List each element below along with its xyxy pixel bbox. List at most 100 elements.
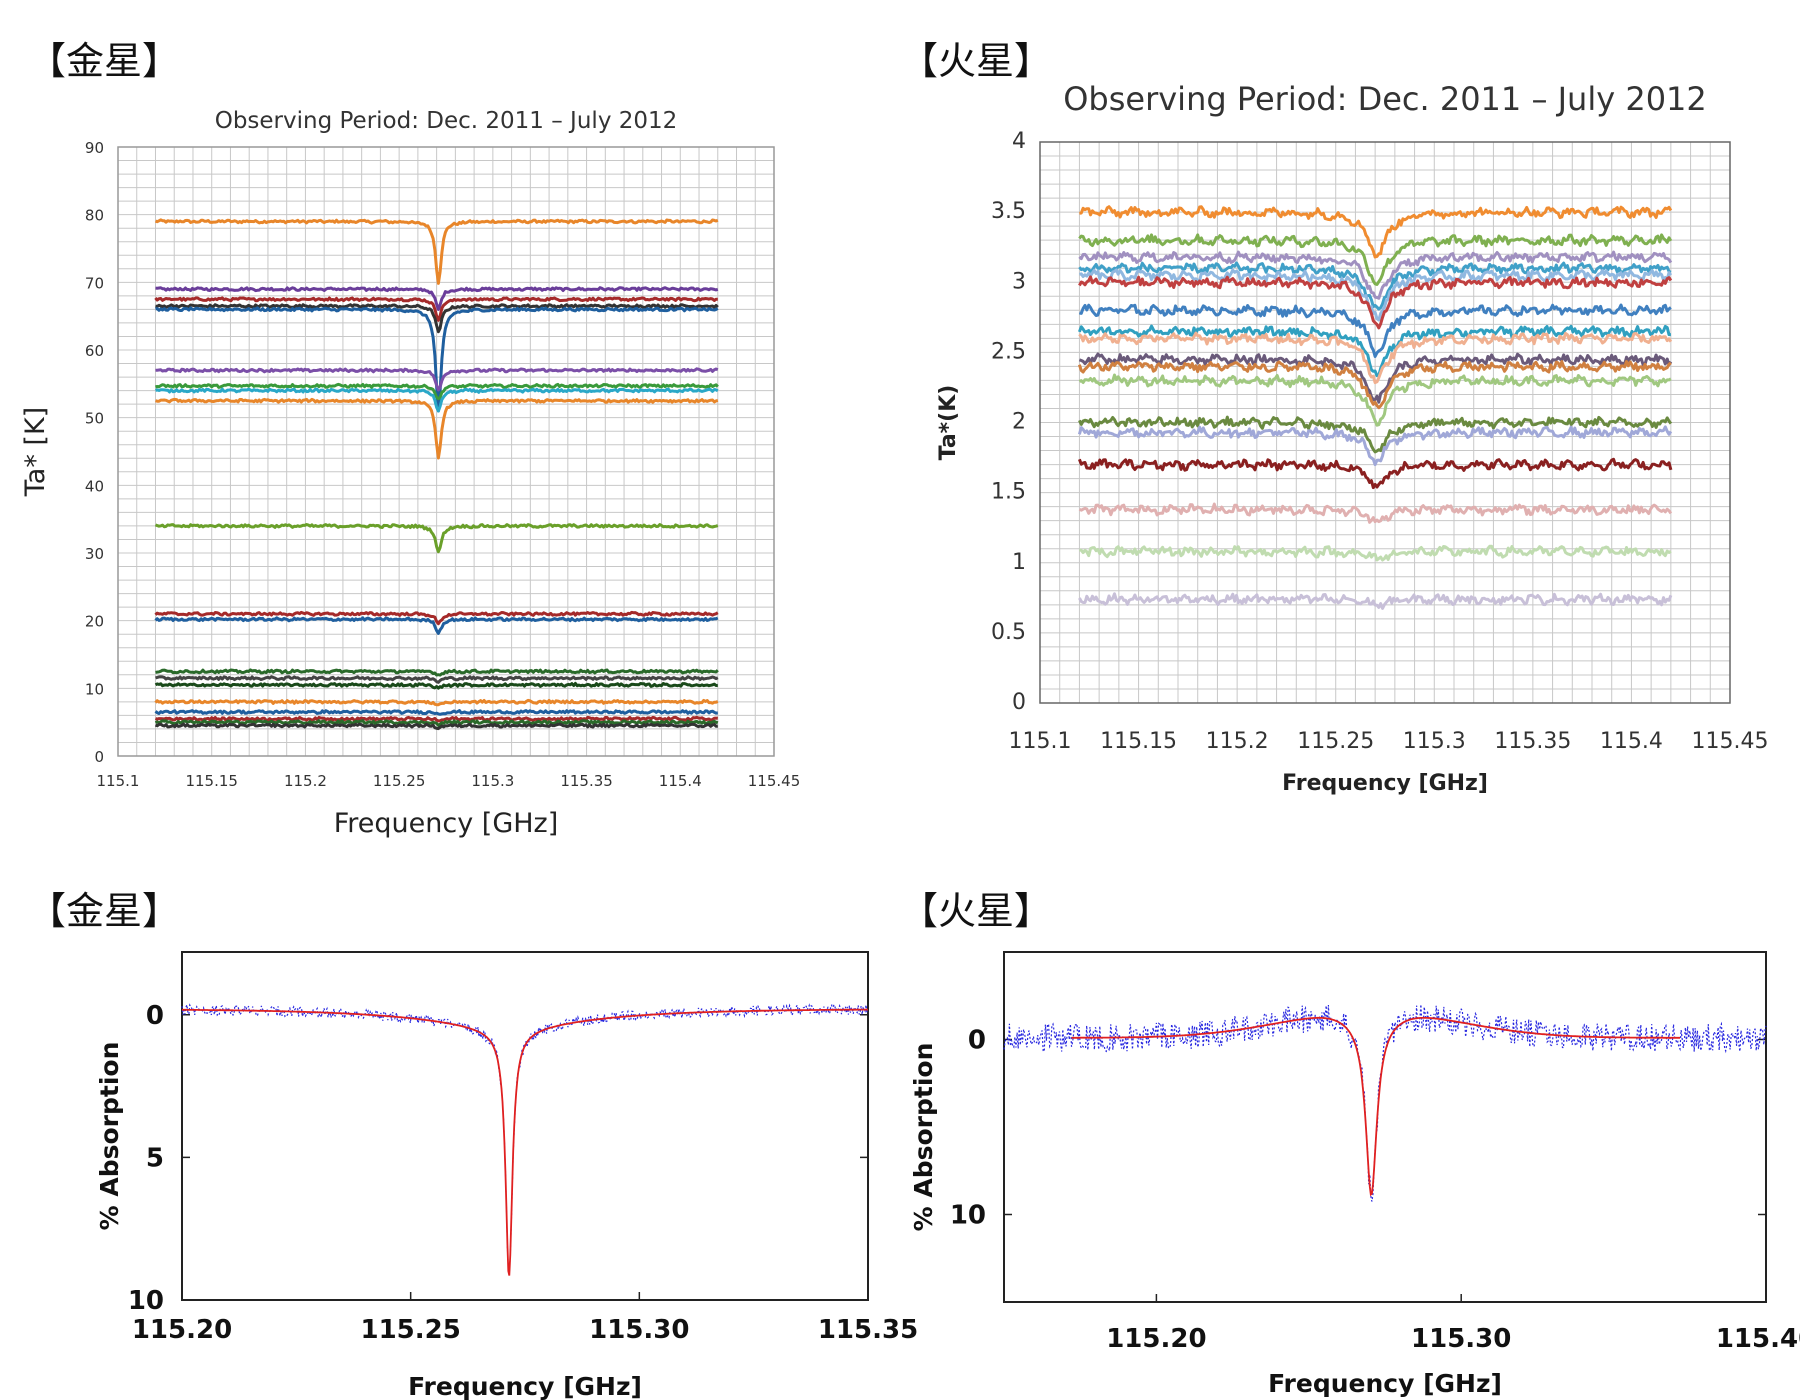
series-line — [154, 523, 719, 554]
y-tick-label: 3 — [1012, 269, 1026, 294]
panel-label-venus-top: 【金星】 — [28, 39, 181, 83]
x-tick-label: 115.35 — [818, 1315, 918, 1345]
y-tick-label: 1.5 — [991, 480, 1026, 505]
y-tick-label: 4 — [1012, 129, 1026, 154]
series-line — [154, 719, 719, 727]
chart-mars-absorption: 0 10 115.20 115.30 115.40 Frequency [GHz] % Ab… — [909, 951, 1800, 1398]
y-tick-label: 10 — [950, 1201, 986, 1231]
panel-label-mars-bottom: 【火星】 — [900, 889, 1053, 933]
x-tick-label: 115.35 — [1494, 729, 1571, 754]
series-line — [1078, 261, 1672, 311]
series-line — [1079, 205, 1673, 259]
y-tick-label: 10 — [85, 680, 104, 698]
y-tick-label: 30 — [85, 545, 104, 563]
x-axis-label: Frequency [GHz] — [1268, 1369, 1502, 1398]
panel-label-venus-bottom: 【金星】 — [28, 889, 181, 933]
series-line — [1078, 373, 1672, 427]
y-tick-label: 40 — [85, 477, 104, 495]
series-line — [155, 715, 718, 723]
x-axis-label: Frequency [GHz] — [408, 1372, 642, 1400]
y-axis-label: % Absorption — [909, 1043, 938, 1232]
x-tick-label: 115.20 — [132, 1315, 232, 1345]
series-line — [155, 286, 719, 311]
series-line — [154, 698, 719, 707]
y-tick-label: 80 — [85, 207, 104, 225]
x-tick-label: 115.25 — [373, 772, 426, 790]
chart-venus-ta: 0 10 20 30 40 50 60 70 80 90 115.1 115.15 115.2 115.2… — [20, 108, 800, 839]
chart-title: Observing Period: Dec. 2011 – July 2012 — [1063, 80, 1707, 118]
x-tick-label: 115.2 — [284, 772, 327, 790]
series-model — [182, 1008, 868, 1276]
series-line — [155, 218, 719, 285]
x-tick-label: 115.3 — [471, 772, 514, 790]
x-tick-label: 115.25 — [360, 1315, 460, 1345]
y-tick-label: 0 — [146, 1001, 164, 1031]
y-tick-label: 10 — [128, 1286, 164, 1316]
series-line — [155, 303, 719, 334]
series-line — [1078, 352, 1673, 404]
series-line — [155, 367, 719, 392]
x-tick-label: 115.30 — [1411, 1324, 1511, 1354]
y-tick-label: 2.5 — [991, 339, 1026, 364]
x-tick-label: 115.1 — [97, 772, 140, 790]
y-axis-label: Ta* [K] — [20, 407, 51, 497]
series-line — [155, 397, 719, 460]
series-line — [154, 709, 718, 716]
x-tick-label: 115.4 — [659, 772, 702, 790]
series-line — [1077, 324, 1671, 378]
panel-label-mars-top: 【火星】 — [900, 39, 1053, 83]
y-tick-label: 0 — [968, 1026, 986, 1056]
y-tick-label: 0 — [1012, 690, 1026, 715]
series-line — [154, 616, 719, 635]
series-line — [1078, 592, 1673, 610]
series-line — [1078, 502, 1673, 524]
y-tick-label: 0 — [94, 748, 104, 766]
plot-frame — [1039, 141, 1731, 704]
x-tick-label: 115.45 — [1692, 729, 1769, 754]
x-tick-label: 115.3 — [1403, 729, 1466, 754]
chart-title: Observing Period: Dec. 2011 – July 2012 — [215, 108, 678, 134]
x-tick-label: 115.40 — [1716, 1324, 1800, 1354]
y-tick-label: 90 — [85, 139, 104, 157]
series-model — [1071, 1016, 1680, 1197]
y-tick-label: 3.5 — [991, 199, 1026, 224]
y-tick-label: 20 — [85, 613, 104, 631]
y-axis-label: % Absorption — [95, 1042, 124, 1231]
y-tick-label: 60 — [85, 342, 104, 360]
y-tick-label: 5 — [146, 1143, 164, 1173]
y-tick-label: 50 — [85, 410, 104, 428]
series-line — [1078, 457, 1673, 490]
x-tick-label: 115.15 — [1100, 729, 1177, 754]
plot-frame — [181, 951, 869, 1301]
series-line — [155, 387, 719, 413]
x-tick-label: 115.15 — [185, 772, 238, 790]
series-line — [1079, 268, 1673, 322]
series-line — [1079, 544, 1672, 562]
series-line — [154, 722, 718, 731]
x-tick-label: 115.2 — [1206, 729, 1269, 754]
x-tick-label: 115.45 — [748, 772, 801, 790]
series-line — [155, 675, 719, 684]
series-line — [154, 681, 718, 690]
series-observed — [1003, 1004, 1767, 1202]
series-line — [1078, 250, 1673, 300]
series-line — [154, 610, 719, 626]
y-tick-label: 70 — [85, 274, 104, 292]
y-tick-label: 0.5 — [991, 620, 1026, 645]
series-line — [1078, 275, 1673, 330]
series-line — [154, 296, 718, 322]
plot-frame — [117, 146, 775, 757]
series-line — [1078, 415, 1673, 454]
y-axis-label: Ta*(K) — [936, 385, 961, 461]
x-tick-label: 115.20 — [1106, 1324, 1206, 1354]
series-line — [1078, 233, 1673, 286]
series-line — [155, 382, 719, 401]
series-line — [1077, 425, 1673, 467]
x-axis-label: Frequency [GHz] — [334, 808, 559, 839]
plot-frame — [1003, 951, 1767, 1303]
series-line — [1077, 360, 1672, 410]
series-line — [155, 668, 719, 677]
y-tick-label: 2 — [1012, 410, 1026, 435]
